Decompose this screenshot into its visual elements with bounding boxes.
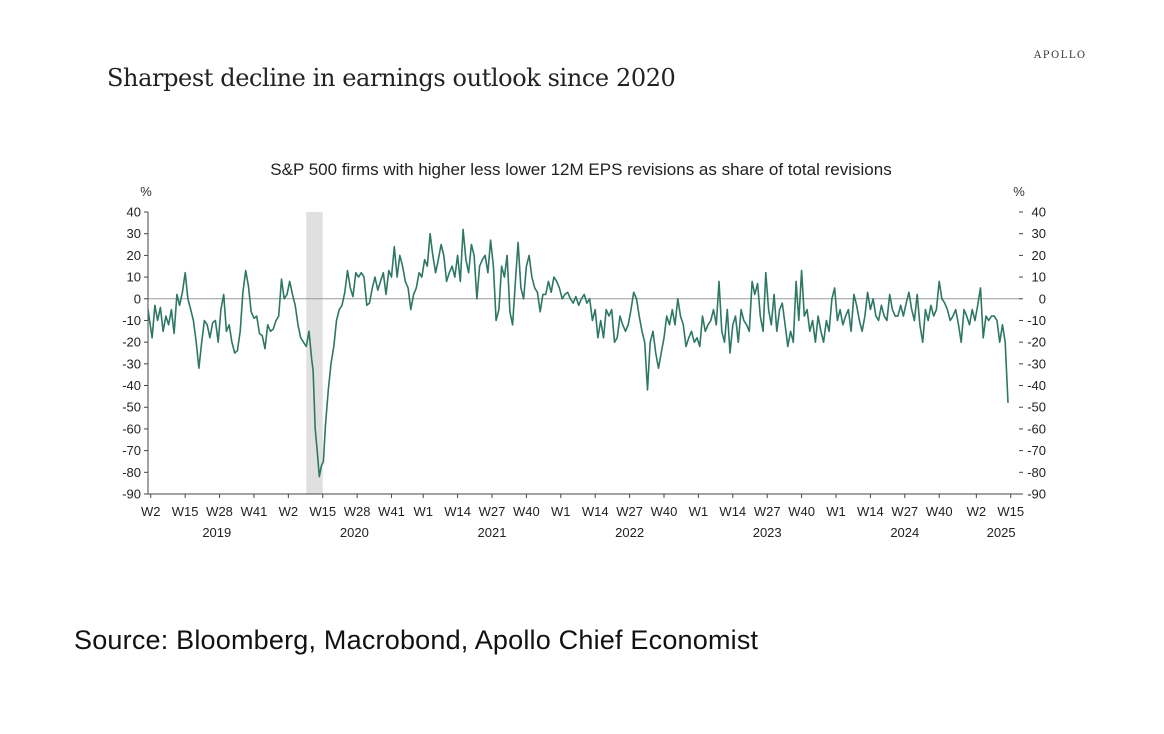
x-tick-label: W1: [826, 504, 846, 519]
y-tick-label-right: 20: [1032, 248, 1046, 263]
x-tick-label: W1: [551, 504, 571, 519]
x-tick-label: W15: [997, 504, 1024, 519]
series-line: [147, 228, 1009, 478]
y-tick-label-left: 40: [127, 205, 141, 220]
y-tick-label-left: 20: [127, 248, 141, 263]
brand-logo: APOLLO: [1034, 50, 1087, 61]
x-tick-label: W28: [206, 504, 233, 519]
x-tick-label: W2: [967, 504, 987, 519]
chart-title: S&P 500 firms with higher less lower 12M…: [270, 160, 891, 179]
x-tick-label: W15: [309, 504, 336, 519]
x-year-label: 2024: [890, 525, 919, 540]
x-tick-label: W14: [444, 504, 471, 519]
x-year-label: 2020: [340, 525, 369, 540]
x-tick-label: W27: [479, 504, 506, 519]
y-tick-label-left: -20: [122, 335, 141, 350]
y-tick-label-right: 0: [1039, 291, 1046, 306]
y-tick-label-right: -70: [1027, 443, 1046, 458]
x-tick-label: W2: [141, 504, 161, 519]
x-year-label: 2022: [615, 525, 644, 540]
x-tick-label: W14: [719, 504, 746, 519]
x-year-label: 2025: [987, 525, 1016, 540]
x-tick-label: W41: [378, 504, 405, 519]
x-tick-label: W1: [413, 504, 433, 519]
x-tick-label: W40: [651, 504, 678, 519]
recession-shading: [306, 212, 323, 494]
x-year-label: 2023: [753, 525, 782, 540]
x-tick-label: W27: [891, 504, 918, 519]
y-tick-label-left: -70: [122, 443, 141, 458]
x-tick-label: W40: [926, 504, 953, 519]
y-tick-label-left: 10: [127, 270, 141, 285]
y-tick-label-left: -80: [122, 465, 141, 480]
y-axis-right-label: %: [1013, 184, 1025, 199]
y-tick-label-right: -20: [1027, 335, 1046, 350]
y-tick-label-right: -60: [1027, 421, 1046, 436]
y-tick-label-right: -50: [1027, 400, 1046, 415]
y-tick-label-left: 0: [134, 291, 141, 306]
x-tick-label: W41: [241, 504, 268, 519]
y-tick-label-right: 30: [1032, 226, 1046, 241]
y-tick-label-left: -50: [122, 400, 141, 415]
y-tick-label-right: -80: [1027, 465, 1046, 480]
y-tick-label-left: -10: [122, 313, 141, 328]
x-tick-label: W40: [513, 504, 540, 519]
x-tick-label: W28: [344, 504, 371, 519]
x-tick-label: W1: [689, 504, 709, 519]
x-tick-label: W27: [754, 504, 781, 519]
x-year-label: 2021: [478, 525, 507, 540]
source-note: Source: Bloomberg, Macrobond, Apollo Chi…: [74, 625, 759, 655]
y-tick-label-right: -10: [1027, 313, 1046, 328]
y-tick-label-right: -90: [1027, 487, 1046, 502]
y-tick-label-left: -40: [122, 378, 141, 393]
y-tick-label-right: 40: [1032, 205, 1046, 220]
y-axis-left-label: %: [140, 184, 152, 199]
y-tick-label-left: -90: [122, 487, 141, 502]
x-tick-label: W2: [279, 504, 299, 519]
y-tick-label-left: 30: [127, 226, 141, 241]
y-tick-label-left: -60: [122, 421, 141, 436]
y-tick-label-right: -30: [1027, 356, 1046, 371]
x-tick-label: W27: [616, 504, 643, 519]
x-tick-label: W14: [582, 504, 609, 519]
x-year-label: 2019: [202, 525, 231, 540]
x-tick-label: W40: [788, 504, 815, 519]
x-tick-label: W14: [857, 504, 884, 519]
headline: Sharpest decline in earnings outlook sin…: [107, 64, 676, 92]
y-tick-label-left: -30: [122, 356, 141, 371]
y-tick-label-right: -40: [1027, 378, 1046, 393]
y-tick-label-right: 10: [1032, 270, 1046, 285]
x-tick-label: W15: [172, 504, 199, 519]
